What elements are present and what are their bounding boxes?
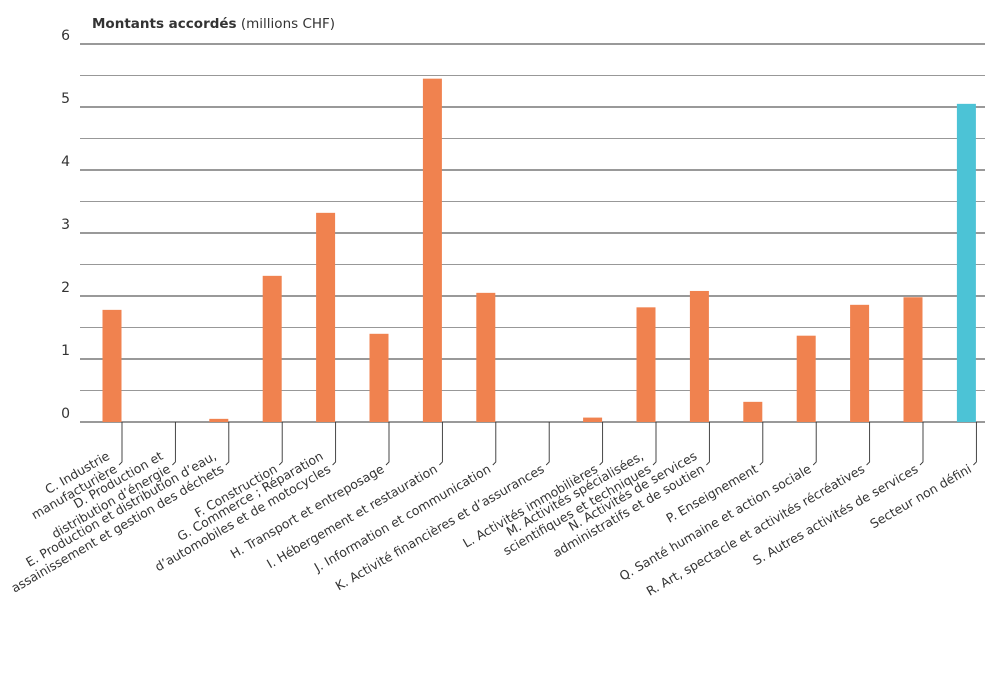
leader-line: [172, 422, 176, 466]
leader-line: [278, 422, 283, 466]
y-tick-label: 4: [61, 154, 70, 170]
bar: [796, 335, 816, 422]
bar: [956, 103, 976, 422]
category-leader-lines: [118, 422, 977, 466]
bar: [422, 78, 442, 423]
leader-line: [866, 422, 871, 466]
bar: [209, 418, 229, 422]
bar: [476, 292, 496, 422]
bar: [850, 304, 870, 422]
chart-title-unit: (millions CHF): [237, 16, 335, 32]
y-tick-label: 3: [61, 217, 70, 233]
y-axis-tick-labels: 0 1 2 3 4 5 6: [61, 28, 70, 422]
bar: [262, 275, 282, 422]
leader-line: [599, 422, 604, 466]
leader-line: [492, 422, 497, 466]
gridlines: [80, 43, 985, 423]
y-tick-label: 2: [61, 280, 70, 296]
bar: [316, 212, 336, 422]
leader-line: [439, 422, 443, 466]
leader-line: [225, 422, 230, 466]
leader-line: [973, 422, 977, 466]
category-label: Secteur non défini: [867, 461, 974, 531]
leader-line: [385, 422, 390, 466]
leader-line: [118, 422, 123, 466]
leader-line: [332, 422, 337, 466]
y-tick-label: 0: [61, 406, 70, 422]
chart-title: Montants accordés (millions CHF): [92, 16, 335, 32]
y-tick-label: 5: [61, 91, 70, 107]
bars: [102, 78, 976, 423]
leader-line: [759, 422, 764, 466]
leader-line: [812, 422, 817, 466]
bar: [102, 309, 122, 422]
y-tick-label: 6: [61, 28, 70, 44]
bar: [689, 290, 709, 422]
bar: [903, 297, 923, 422]
bar: [743, 401, 763, 422]
y-tick-label: 1: [61, 343, 70, 359]
leader-line: [545, 422, 550, 466]
chart-title-bold: Montants accordés: [92, 16, 237, 32]
bar: [369, 333, 389, 422]
leader-line: [919, 422, 924, 466]
leader-line: [652, 422, 657, 466]
bar: [636, 307, 656, 422]
leader-line: [706, 422, 710, 466]
bar: [583, 417, 603, 422]
